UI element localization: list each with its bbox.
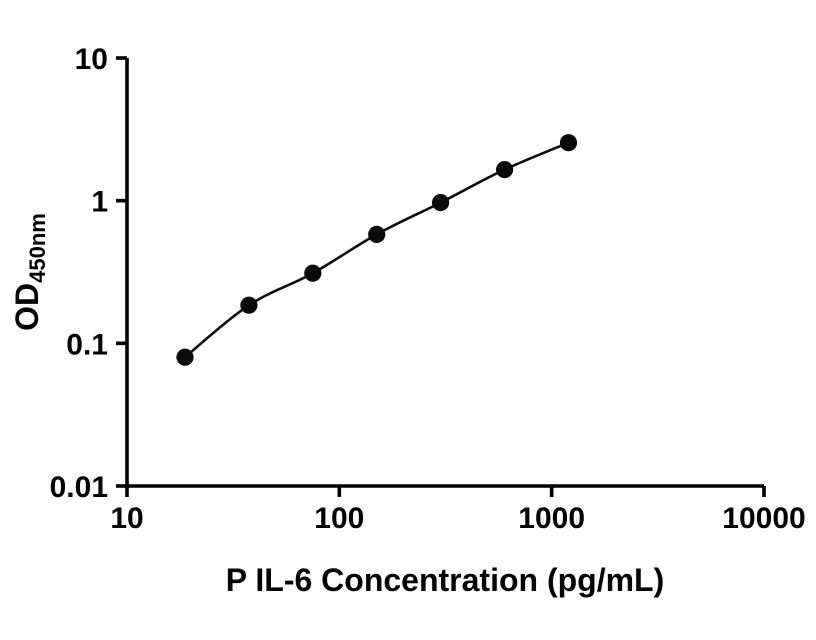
chart-plot-area: 10 100 1000 10000 0.01 0.1 1 10 (50, 43, 806, 535)
x-tick-label-1000: 1000 (518, 502, 585, 535)
y-axis-title-subscript: 450nm (25, 213, 50, 283)
data-point-0-0 (176, 348, 194, 366)
y-tick-label-0.01: 0.01 (50, 471, 108, 504)
x-tick-label-10: 10 (110, 502, 143, 535)
data-point-0-3 (368, 225, 386, 243)
y-tick-label-0.1: 0.1 (66, 328, 108, 361)
x-tick-label-10000: 10000 (722, 502, 805, 535)
y-tick-label-1: 1 (91, 186, 108, 219)
data-point-0-2 (304, 264, 322, 282)
data-point-0-5 (496, 161, 514, 179)
y-axis-title-main: OD (9, 283, 45, 331)
y-tick-label-10: 10 (75, 43, 108, 76)
x-tick-label-100: 100 (314, 502, 364, 535)
data-point-0-1 (240, 296, 258, 314)
y-axis-title: OD450nm (9, 213, 50, 331)
data-point-0-6 (559, 134, 578, 152)
x-axis-title: P IL-6 Concentration (pg/mL) (226, 562, 665, 598)
data-point-0-4 (432, 194, 450, 212)
